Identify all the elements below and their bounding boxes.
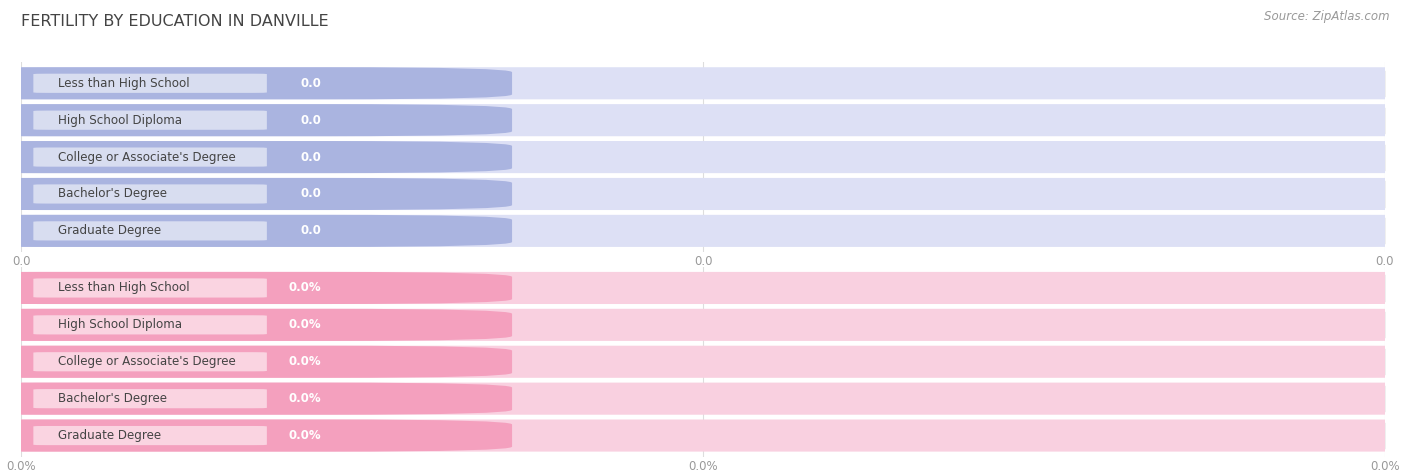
FancyBboxPatch shape bbox=[34, 315, 267, 335]
FancyBboxPatch shape bbox=[0, 67, 512, 99]
FancyBboxPatch shape bbox=[0, 346, 512, 378]
FancyBboxPatch shape bbox=[0, 272, 512, 304]
FancyBboxPatch shape bbox=[0, 346, 1406, 378]
Text: 0.0%: 0.0% bbox=[288, 355, 321, 368]
FancyBboxPatch shape bbox=[34, 426, 267, 445]
FancyBboxPatch shape bbox=[0, 215, 512, 247]
FancyBboxPatch shape bbox=[0, 178, 512, 210]
FancyBboxPatch shape bbox=[34, 278, 267, 298]
FancyBboxPatch shape bbox=[34, 389, 267, 408]
Text: 0.0%: 0.0% bbox=[288, 392, 321, 405]
Text: 0.0: 0.0 bbox=[301, 188, 321, 200]
FancyBboxPatch shape bbox=[0, 419, 512, 452]
Text: 0.0%: 0.0% bbox=[288, 429, 321, 442]
Text: Less than High School: Less than High School bbox=[58, 77, 190, 90]
FancyBboxPatch shape bbox=[34, 184, 267, 204]
Text: College or Associate's Degree: College or Associate's Degree bbox=[58, 150, 236, 164]
FancyBboxPatch shape bbox=[34, 110, 267, 130]
Text: 0.0: 0.0 bbox=[301, 150, 321, 164]
FancyBboxPatch shape bbox=[0, 419, 1406, 452]
FancyBboxPatch shape bbox=[0, 141, 512, 173]
Text: Source: ZipAtlas.com: Source: ZipAtlas.com bbox=[1264, 10, 1389, 22]
Text: Bachelor's Degree: Bachelor's Degree bbox=[58, 392, 167, 405]
Text: 0.0: 0.0 bbox=[301, 77, 321, 90]
FancyBboxPatch shape bbox=[0, 67, 1406, 99]
FancyBboxPatch shape bbox=[34, 352, 267, 371]
FancyBboxPatch shape bbox=[0, 309, 1406, 341]
FancyBboxPatch shape bbox=[34, 221, 267, 240]
FancyBboxPatch shape bbox=[0, 215, 1406, 247]
FancyBboxPatch shape bbox=[0, 141, 1406, 173]
Text: 0.0%: 0.0% bbox=[288, 281, 321, 295]
Text: 0.0: 0.0 bbox=[301, 114, 321, 127]
FancyBboxPatch shape bbox=[0, 272, 1406, 304]
Text: Less than High School: Less than High School bbox=[58, 281, 190, 295]
Text: 0.0%: 0.0% bbox=[288, 318, 321, 331]
FancyBboxPatch shape bbox=[34, 74, 267, 93]
FancyBboxPatch shape bbox=[0, 178, 1406, 210]
FancyBboxPatch shape bbox=[0, 104, 1406, 136]
Text: Bachelor's Degree: Bachelor's Degree bbox=[58, 188, 167, 200]
FancyBboxPatch shape bbox=[34, 148, 267, 167]
Text: High School Diploma: High School Diploma bbox=[58, 318, 181, 331]
FancyBboxPatch shape bbox=[0, 104, 512, 136]
FancyBboxPatch shape bbox=[0, 309, 512, 341]
Text: Graduate Degree: Graduate Degree bbox=[58, 429, 162, 442]
Text: Graduate Degree: Graduate Degree bbox=[58, 224, 162, 238]
Text: College or Associate's Degree: College or Associate's Degree bbox=[58, 355, 236, 368]
FancyBboxPatch shape bbox=[0, 383, 1406, 415]
Text: High School Diploma: High School Diploma bbox=[58, 114, 181, 127]
FancyBboxPatch shape bbox=[0, 383, 512, 415]
Text: 0.0: 0.0 bbox=[301, 224, 321, 238]
Text: FERTILITY BY EDUCATION IN DANVILLE: FERTILITY BY EDUCATION IN DANVILLE bbox=[21, 14, 329, 30]
